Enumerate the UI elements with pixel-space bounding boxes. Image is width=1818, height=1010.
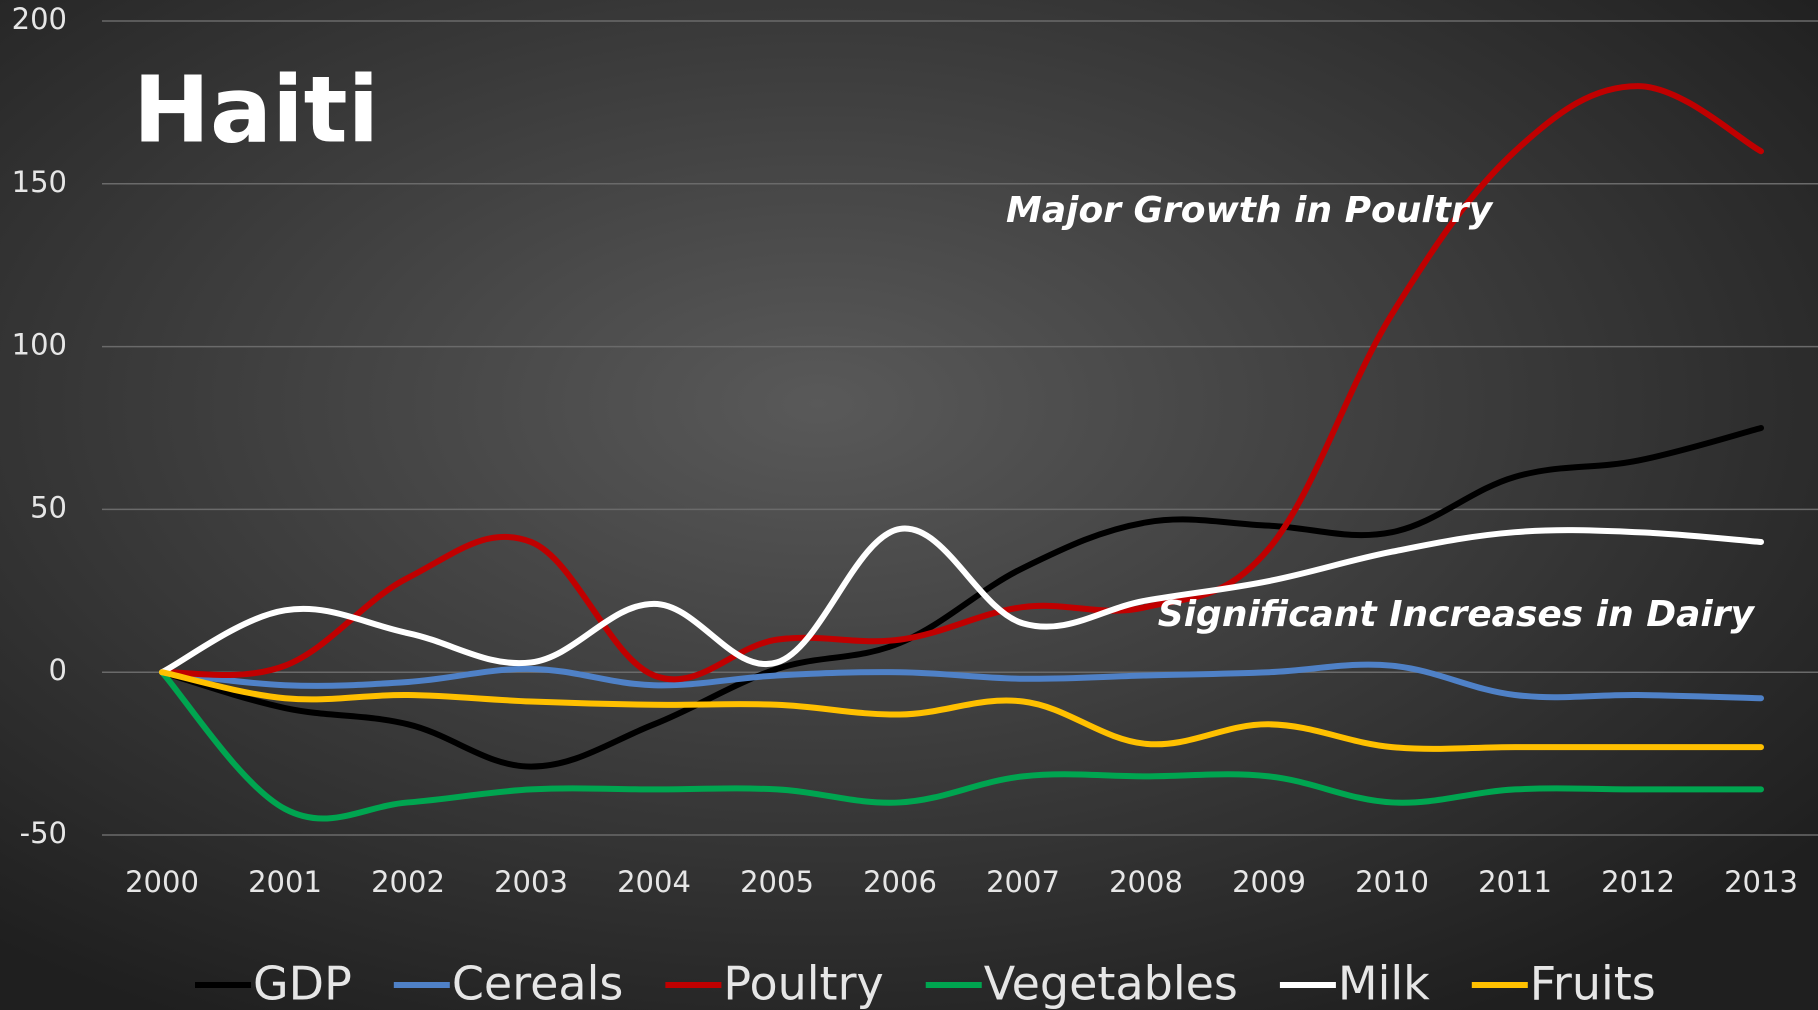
legend-label: Fruits xyxy=(1530,957,1656,1010)
legend-label: Cereals xyxy=(452,957,624,1010)
y-tick-label: -50 xyxy=(20,816,67,850)
legend-label: Milk xyxy=(1338,957,1430,1010)
x-tick-label: 2011 xyxy=(1478,865,1552,899)
x-tick-label: 2009 xyxy=(1232,865,1306,899)
x-tick-label: 2001 xyxy=(248,865,322,899)
y-tick-label: 50 xyxy=(30,490,67,524)
y-tick-label: 100 xyxy=(12,328,67,362)
grid: -50 0 50 100 150 200 2000 2001 2002 2003 2004 2005 2… xyxy=(12,2,1818,899)
x-tick-label: 2007 xyxy=(986,865,1060,899)
x-tick-label: 2002 xyxy=(371,865,445,899)
legend-label: Poultry xyxy=(723,957,883,1010)
series-line xyxy=(159,661,1764,702)
x-tick-label: 2012 xyxy=(1601,865,1675,899)
series-line xyxy=(159,525,1764,676)
x-tick-label: 2013 xyxy=(1724,865,1798,899)
y-tick-label: 200 xyxy=(12,2,67,36)
x-tick-label: 2008 xyxy=(1109,865,1183,899)
chart-title: Haiti xyxy=(133,56,379,163)
x-tick-label: 2006 xyxy=(863,865,937,899)
series-line xyxy=(159,669,1764,822)
x-tick-label: 2003 xyxy=(494,865,568,899)
legend: GDP Cereals Poultry Vegetables Milk Fruits xyxy=(195,957,1656,1010)
x-tick-label: 2004 xyxy=(617,865,691,899)
plot xyxy=(159,83,1764,822)
annotation: Major Growth in Poultry xyxy=(1006,190,1494,231)
x-tick-label: 2005 xyxy=(740,865,814,899)
legend-label: Vegetables xyxy=(984,957,1238,1010)
x-tick-label: 2010 xyxy=(1355,865,1429,899)
y-tick-label: 150 xyxy=(12,165,67,199)
series-line xyxy=(159,83,1764,683)
y-tick-label: 0 xyxy=(49,653,67,687)
series-line xyxy=(159,425,1764,770)
legend-label: GDP xyxy=(253,957,352,1010)
x-tick-label: 2000 xyxy=(125,865,199,899)
annotation: Significant Increases in Dairy xyxy=(1158,594,1756,635)
series-line xyxy=(159,669,1764,752)
